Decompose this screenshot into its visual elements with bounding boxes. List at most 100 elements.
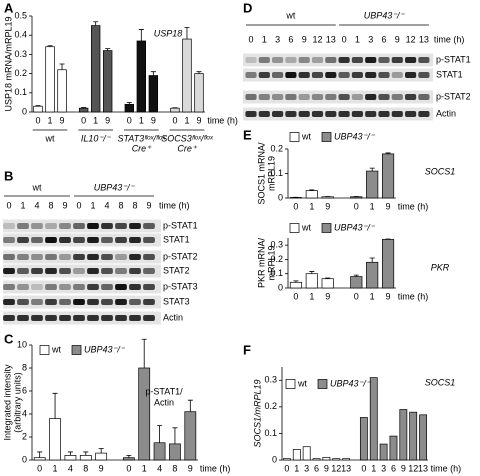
group-label: IL10⁻/⁻: [81, 133, 112, 143]
legend-swatch: [285, 379, 296, 389]
group-label: UBP43⁻/⁻: [94, 182, 136, 192]
x-tick-label: 8: [172, 463, 177, 473]
blot-band: [129, 237, 141, 243]
legend-label: wt: [297, 378, 307, 388]
y-tick-label: 0.2: [270, 143, 283, 153]
error-bar: [184, 27, 190, 40]
lane-label: 13: [419, 34, 429, 44]
legend-swatch: [321, 132, 332, 142]
x-tick-label: 9: [60, 115, 65, 125]
bar: [169, 443, 181, 461]
y-axis-label: USP18 mRNA/mRPL19: [3, 16, 13, 111]
y-tick-label: 0.2: [270, 254, 283, 264]
blot-band: [3, 237, 15, 243]
x-tick-label: 0: [35, 115, 40, 125]
annotation: PKR: [431, 262, 450, 272]
y-tick-label: 0.1: [264, 428, 277, 438]
error-bar: [83, 451, 89, 456]
error-bar: [126, 102, 132, 105]
error-bar: [325, 277, 331, 279]
lane-label: 9: [302, 34, 307, 44]
blot-band: [338, 72, 350, 78]
panel-letter: A: [4, 0, 14, 15]
blot-band: [258, 94, 270, 100]
blot-band: [73, 254, 85, 260]
blot-band: [129, 315, 141, 321]
blot-band: [418, 72, 430, 78]
bar: [332, 458, 341, 461]
blot-strip: [243, 107, 433, 121]
x-tick-label: 9: [196, 115, 201, 125]
bar: [322, 456, 331, 461]
blot-band: [258, 111, 270, 117]
bar: [194, 73, 204, 113]
blot-band: [115, 299, 127, 305]
y-axis-label: SOCS1 mRNA/: [256, 142, 266, 205]
blot-band: [17, 284, 29, 290]
y-axis-label: mRPL19: [266, 245, 276, 280]
error-bar: [37, 451, 43, 458]
blot-band: [285, 72, 297, 78]
blot-band: [245, 72, 257, 78]
blot-band: [272, 57, 284, 63]
bar: [148, 75, 159, 113]
blot-band: [129, 299, 141, 305]
band-label: p-STAT3: [163, 281, 198, 291]
bar: [312, 458, 321, 461]
blot-band: [3, 315, 15, 321]
bar: [359, 417, 368, 461]
error-bar: [98, 448, 104, 454]
blot-band: [31, 237, 43, 243]
blot-band: [59, 284, 71, 290]
group-label: STAT3ᶠˡᵒˣ/ᶠˡᵒˣ: [117, 133, 166, 143]
bar: [45, 46, 55, 113]
blot-band: [73, 299, 85, 305]
lane-label: 9: [62, 200, 67, 210]
bar: [305, 190, 318, 199]
blot-band: [391, 111, 403, 117]
bar: [289, 281, 303, 289]
lane-label: 12: [406, 34, 416, 44]
blot-band: [298, 111, 310, 117]
blot-band: [325, 111, 337, 117]
bar: [33, 105, 43, 113]
blot-band: [258, 72, 270, 78]
legend-swatch: [71, 345, 82, 355]
bar: [302, 446, 311, 461]
error-bar: [105, 48, 111, 51]
blot-band: [115, 223, 127, 229]
blot-band: [285, 94, 297, 100]
band-label: p-STAT2: [163, 251, 198, 261]
blot-band: [73, 284, 85, 290]
x-tick-label: 1: [294, 463, 299, 473]
bar: [283, 458, 291, 461]
lane-label: 0: [342, 34, 347, 44]
blot-band: [115, 254, 127, 260]
blot-strip: [3, 264, 161, 278]
x-tick-label: 6: [391, 463, 396, 473]
blot-band: [351, 57, 363, 63]
blot-band: [298, 57, 310, 63]
bar: [79, 455, 92, 461]
y-tick-label: 2: [22, 431, 27, 441]
blot-band: [311, 111, 324, 117]
y-tick-label: 0.1: [270, 168, 283, 178]
legend-swatch: [321, 223, 332, 233]
y-tick-label: 0.2: [14, 68, 27, 78]
blot-band: [17, 315, 29, 321]
bar: [305, 273, 318, 289]
x-tick-label: 0: [284, 463, 289, 473]
blot-band: [59, 315, 71, 321]
blot-band: [351, 72, 363, 78]
bar: [369, 377, 378, 461]
lane-label: 1: [262, 34, 267, 44]
bar: [381, 153, 395, 199]
x-tick-label: 3: [304, 463, 309, 473]
panel-letter: D: [243, 0, 252, 15]
blot-band: [59, 268, 71, 274]
blot-band: [31, 254, 43, 260]
blot-band: [87, 268, 99, 274]
group-label: wt: [285, 10, 295, 20]
lane-label: 8: [132, 200, 137, 210]
x-tick-label: 13: [418, 463, 428, 473]
